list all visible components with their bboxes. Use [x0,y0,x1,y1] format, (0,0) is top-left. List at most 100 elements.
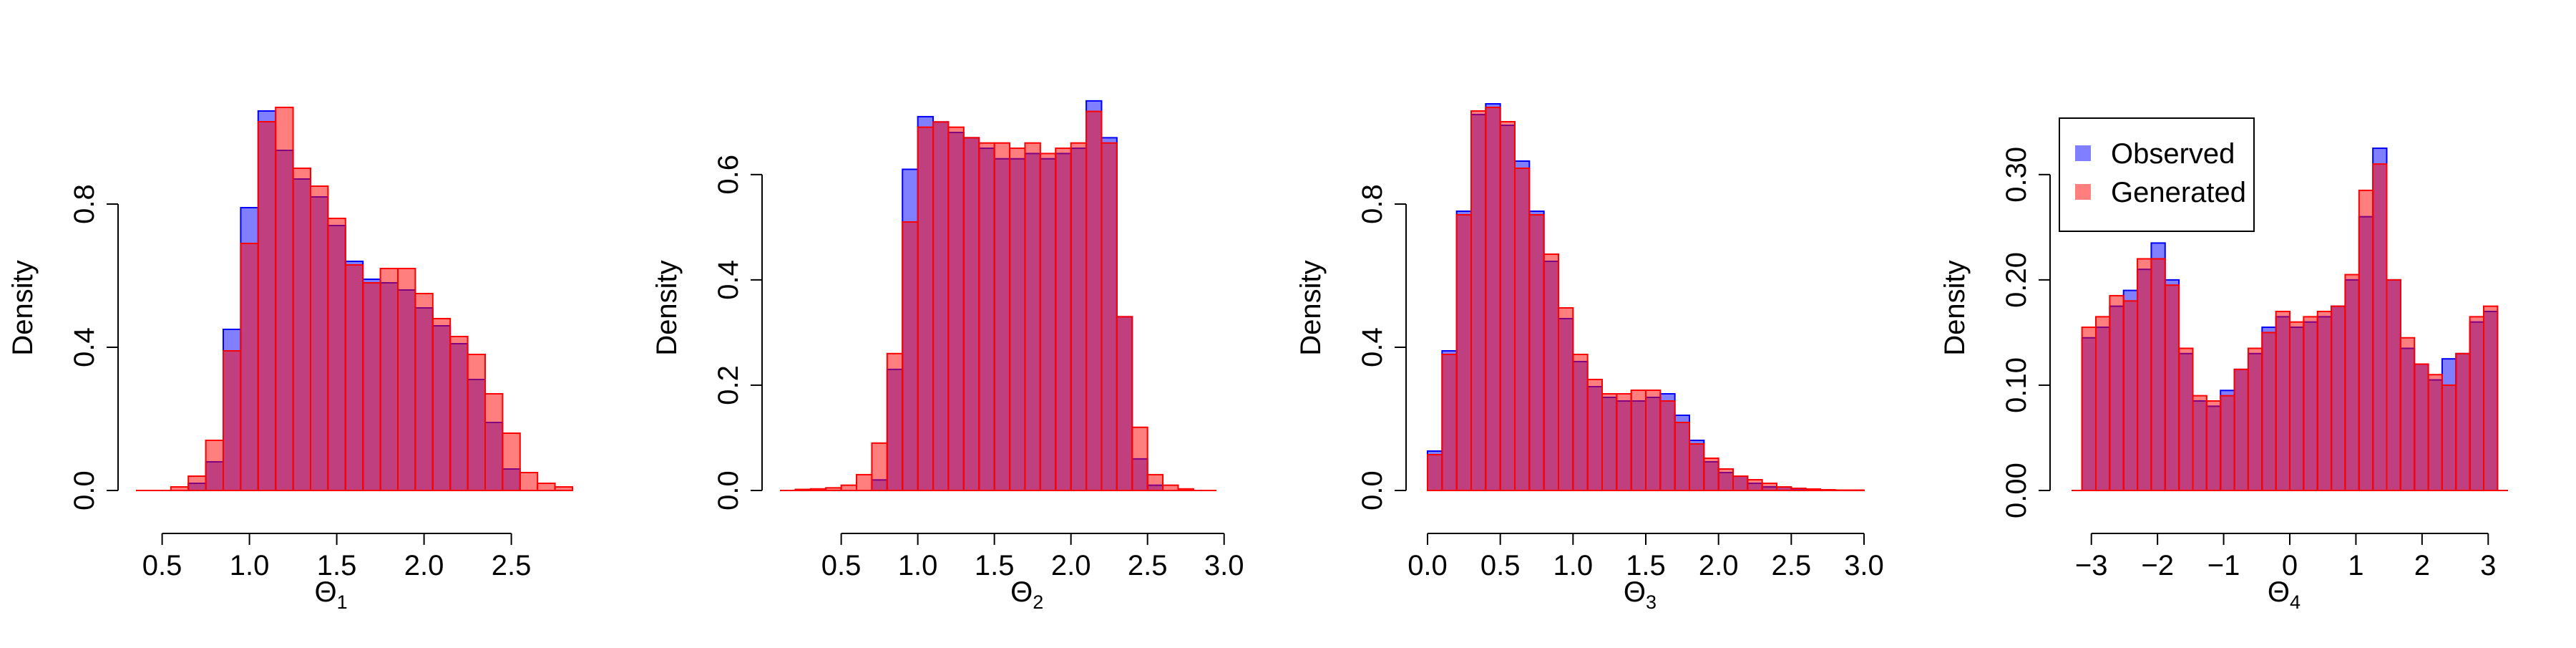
generated-bar [2289,321,2305,491]
generated-bar [1630,390,1646,491]
generated-bar [205,440,225,491]
generated-bar [1146,473,1164,492]
generated-bar [2316,311,2333,491]
legend-label-observed: Observed [2111,138,2235,170]
x-tick-label: 2 [2414,550,2430,581]
y-tick-label: 0.0 [1357,470,1388,511]
generated-bar [840,484,858,492]
y-axis-label: Density [7,260,39,355]
legend-label-generated: Generated [2111,177,2246,208]
x-tick-label: 2.5 [492,550,532,581]
y-tick-label: 0.0 [713,470,744,511]
generated-bar [310,185,329,491]
x-tick-label: 1.0 [898,550,938,581]
y-tick-label: 0.4 [69,327,100,367]
generated-bar [2455,352,2471,491]
generated-bar [1645,390,1662,491]
generated-bar [2220,395,2235,492]
generated-bar [932,121,950,492]
generated-bar [856,473,873,492]
generated-bar [1070,142,1088,492]
generated-bar [1162,484,1179,492]
generated-bar [2469,316,2485,491]
generated-bar [1131,426,1148,492]
generated-bar [2331,305,2346,491]
generated-bar [1101,142,1118,492]
generated-bar [1455,214,1473,491]
generated-bar [2137,258,2152,491]
x-tick-label: 3 [2480,550,2496,581]
generated-bar [537,483,556,491]
generated-bar [2427,374,2443,491]
generated-bar [886,352,904,491]
generated-bar [397,268,416,491]
x-tick-label: 1.5 [317,550,357,581]
generated-bar [1543,253,1559,491]
y-tick-label: 0.10 [2001,357,2032,413]
x-tick-label: 1.0 [1553,550,1594,581]
generated-bar [344,264,364,491]
y-tick-label: 0.4 [1357,327,1388,367]
x-tick-label: 1.5 [975,550,1015,581]
x-tick-label: −3 [2075,550,2108,581]
generated-bar [1761,483,1777,491]
panel-theta-1: 0.5 1.0 1.5 2.0 2.5 0.0 0.4 0.8 Density Θ1 [7,107,573,613]
generated-bar [1470,110,1487,491]
generated-bar [2178,347,2194,491]
x-axis-label: Θ2 [1010,576,1043,613]
generated-bar [1085,110,1103,491]
generated-bar [484,393,504,491]
generated-bar [257,121,277,491]
x-axis-label: Θ3 [1624,576,1657,613]
legend: Observed Generated [2059,117,2255,232]
x-tick-label: 0.5 [142,550,182,581]
generated-bar [871,442,888,492]
generated-bar [1514,168,1531,491]
generated-bar [1717,468,1734,491]
generated-bar [1601,393,1618,491]
generated-bar [1659,400,1676,491]
generated-bar [978,142,995,492]
y-tick-label: 0.00 [2001,463,2032,518]
x-tick-label: 1 [2348,550,2363,581]
y-tick-label: 0.6 [713,155,744,195]
legend-swatch-observed [2075,145,2091,161]
generated-bar [2109,294,2124,491]
generated-bar [1747,479,1763,491]
y-tick-label: 0.4 [713,260,744,300]
generated-bar [2344,274,2360,491]
x-tick-label: 3.0 [1844,550,1884,581]
generated-bar [1674,422,1690,491]
generated-bar [519,472,539,491]
generated-bar [1441,354,1458,491]
generated-bar [2483,305,2499,491]
generated-bar [2303,316,2318,491]
generated-bar [1039,153,1057,491]
panel-theta-3: 0.0 0.5 1.0 1.5 2.0 2.5 3.0 0.0 0.4 0.8 Density Θ3 [1295,103,1884,613]
y-axis-label: Density [651,260,683,355]
legend-swatch-generated [2075,184,2091,200]
generated-bar [2205,400,2222,491]
generated-bar [379,268,399,491]
generated-bar [1528,214,1545,491]
x-axis-label: Θ4 [2268,576,2301,613]
generated-bar [2164,284,2180,491]
generated-bar [2192,395,2207,492]
x-tick-label: −1 [2207,550,2240,581]
generated-bar [1116,316,1133,491]
generated-bar [1586,379,1603,491]
generated-bar [431,318,452,491]
generated-bar [1732,475,1749,491]
generated-bar [362,282,381,491]
y-axis-label: Density [1295,260,1327,355]
y-tick-label: 0.30 [2001,147,2032,203]
generated-bar [993,142,1011,492]
x-tick-label: 0.5 [1480,550,1521,581]
generated-bar [1558,307,1574,491]
generated-bar [2414,363,2429,491]
generated-bar [1616,393,1632,491]
x-tick-label: 0.5 [821,550,862,581]
generated-bar [2358,189,2374,491]
y-tick-label: 0.20 [2001,252,2032,308]
generated-bar [2233,368,2249,491]
